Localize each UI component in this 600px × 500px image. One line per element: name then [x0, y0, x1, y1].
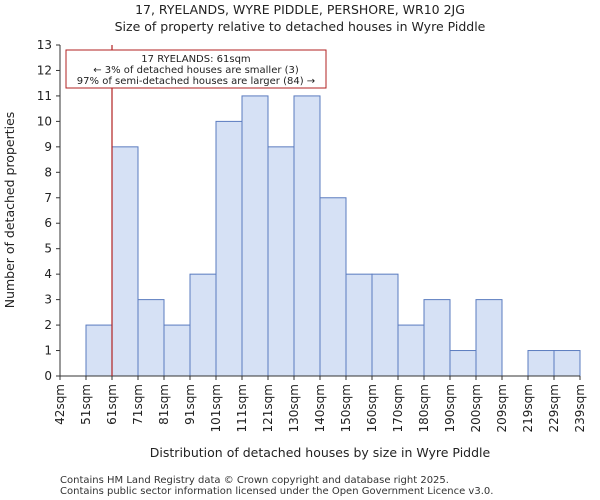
bar-51sqm — [85, 324, 113, 377]
bar-91sqm — [189, 273, 217, 377]
x-ticks-group: 42sqm 51sqm 61sqm 71sqm 81sqm 91sqm 101sqm 111s… — [53, 376, 587, 432]
y-tick-label: 6 — [44, 216, 52, 230]
bar-61sqm — [111, 146, 139, 377]
x-tick-label-61sqm: 61sqm — [105, 384, 119, 425]
bar-101sqm — [215, 120, 243, 377]
bar-190sqm — [449, 350, 477, 377]
x-tick-label-51sqm: 51sqm — [79, 384, 93, 425]
x-tick-label-91sqm: 91sqm — [183, 384, 197, 425]
x-tick-label-71sqm: 71sqm — [131, 384, 145, 425]
bar-180sqm — [423, 299, 451, 377]
footer-line-1: Contains HM Land Registry data © Crown c… — [60, 475, 449, 486]
annotation-line-3: 97% of semi-detached houses are larger (… — [77, 76, 315, 87]
bar-219sqm — [527, 350, 555, 377]
x-tick-label-101sqm: 101sqm — [209, 384, 223, 432]
bar-111sqm — [241, 95, 269, 377]
x-tick-label-42sqm: 42sqm — [53, 384, 67, 425]
x-tick-label-239sqm: 239sqm — [573, 384, 587, 432]
y-tick-label: 13 — [37, 38, 52, 52]
x-tick-label-150sqm: 150sqm — [339, 384, 353, 432]
y-tick-label: 11 — [37, 89, 52, 103]
y-axis-label: Number of detached properties — [2, 112, 17, 309]
bar-150sqm — [345, 273, 373, 377]
x-tick-label-111sqm: 111sqm — [235, 384, 249, 432]
y-tick-label: 10 — [37, 114, 52, 128]
annotation-line-1: 17 RYELANDS: 61sqm — [141, 54, 250, 65]
y-tick-label: 9 — [44, 140, 52, 154]
bars-group — [85, 95, 581, 377]
chart-subtitle: Size of property relative to detached ho… — [115, 19, 486, 34]
annotation-box-border — [65, 49, 327, 89]
bar-200sqm — [475, 299, 503, 377]
x-tick-label-130sqm: 130sqm — [287, 384, 301, 432]
x-tick-label-81sqm: 81sqm — [157, 384, 171, 425]
annotation-line-2: ← 3% of detached houses are smaller (3) — [93, 65, 299, 76]
y-tick-label: 8 — [44, 165, 52, 179]
bar-140sqm — [319, 197, 347, 377]
y-tick-label: 5 — [44, 242, 52, 256]
bar-170sqm — [397, 324, 425, 377]
y-tick-label: 4 — [44, 267, 52, 281]
x-tick-label-160sqm: 160sqm — [365, 384, 379, 432]
y-tick-label: 1 — [44, 344, 52, 358]
x-tick-label-200sqm: 200sqm — [469, 384, 483, 432]
x-tick-label-190sqm: 190sqm — [443, 384, 457, 432]
x-tick-label-121sqm: 121sqm — [261, 384, 275, 432]
bar-229sqm — [553, 350, 581, 377]
bar-121sqm — [267, 146, 295, 377]
chart-title: 17, RYELANDS, WYRE PIDDLE, PERSHORE, WR1… — [135, 2, 465, 17]
x-tick-label-209sqm: 209sqm — [495, 384, 509, 432]
bar-81sqm — [163, 324, 191, 377]
x-tick-label-140sqm: 140sqm — [313, 384, 327, 432]
x-tick-label-229sqm: 229sqm — [547, 384, 561, 432]
x-tick-label-219sqm: 219sqm — [521, 384, 535, 432]
y-tick-label: 7 — [44, 191, 52, 205]
x-tick-label-170sqm: 170sqm — [391, 384, 405, 432]
footer-line-2: Contains public sector information licen… — [60, 486, 493, 497]
y-tick-label: 3 — [44, 293, 52, 307]
y-tick-label: 2 — [44, 318, 52, 332]
x-axis-label: Distribution of detached houses by size … — [150, 445, 491, 460]
y-tick-label: 0 — [44, 369, 52, 383]
y-tick-label: 12 — [37, 63, 52, 77]
bar-160sqm — [371, 273, 399, 377]
x-tick-label-180sqm: 180sqm — [417, 384, 431, 432]
bar-71sqm — [137, 299, 165, 377]
bar-130sqm — [293, 95, 321, 377]
annotation-box: 17 RYELANDS: 61sqm ← 3% of detached hous… — [65, 49, 327, 89]
